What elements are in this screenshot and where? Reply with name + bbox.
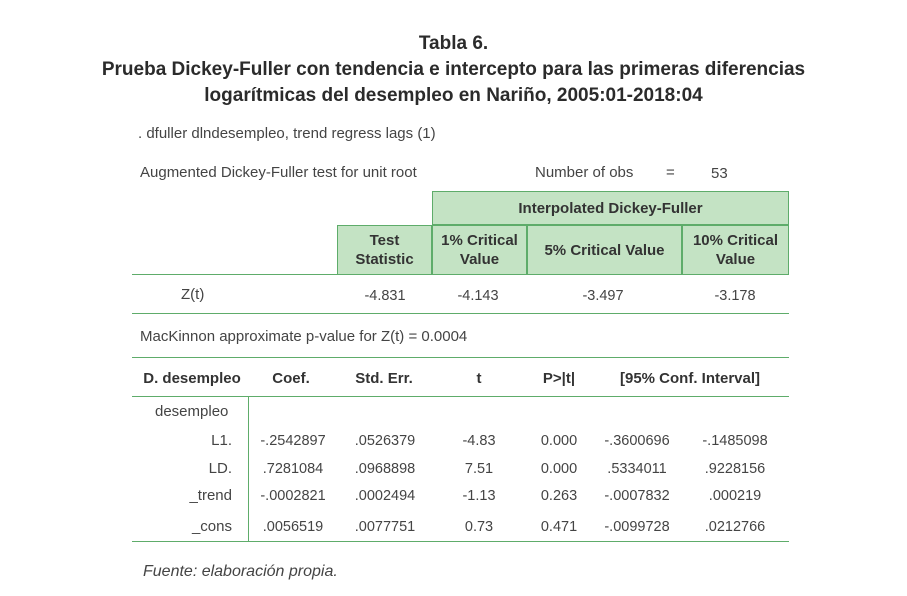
cell-ci-low: -.3600696	[604, 433, 670, 449]
zt-label: Z(t)	[181, 286, 205, 303]
header-cell-test-statistic	[337, 225, 432, 275]
reg-header-stderr: Std. Err.	[355, 370, 413, 387]
cell-t: 0.73	[464, 519, 494, 535]
cell-ci-low: -.0007832	[604, 488, 670, 504]
cell-ci-high: .9228156	[704, 461, 766, 477]
table-title-line-1: Prueba Dickey-Fuller con tendencia e int…	[101, 59, 806, 80]
row-label-ld: LD.	[208, 460, 232, 477]
cell-pvalue: 0.471	[540, 519, 578, 535]
cell-pvalue: 0.000	[540, 433, 578, 449]
reg-header-coef: Coef.	[272, 370, 310, 387]
cell-coef: -.0002821	[260, 488, 326, 504]
row-label-trend: _trend	[189, 487, 232, 504]
adf-bottom-rule	[132, 313, 789, 314]
row-label-l1: L1.	[211, 432, 232, 449]
obs-equals: =	[666, 164, 675, 181]
col-header-test-statistic: Test Statistic	[355, 232, 414, 268]
source-note: Fuente: elaboración propia.	[143, 563, 338, 580]
cell-stderr: .0968898	[354, 461, 416, 477]
reg-label-divider	[248, 397, 249, 541]
table-number: Tabla 6.	[418, 33, 489, 54]
col-header-5pct: 5% Critical Value	[544, 241, 665, 259]
cell-ci-low: .5334011	[607, 461, 667, 477]
test-heading: Augmented Dickey-Fuller test for unit ro…	[140, 164, 417, 181]
reg-header-dependent: D. desempleo	[143, 370, 241, 387]
zt-test-statistic: -4.831	[364, 288, 406, 304]
col-header-10pct: 10% Critical Value	[692, 232, 779, 268]
cell-stderr: .0002494	[354, 488, 416, 504]
group-header: Interpolated Dickey-Fuller	[518, 199, 703, 217]
cell-t: 7.51	[464, 461, 494, 477]
cell-ci-high: .000219	[708, 488, 762, 504]
zt-1pct: -4.143	[457, 288, 499, 304]
cell-pvalue: 0.263	[540, 488, 578, 504]
zt-5pct: -3.497	[582, 288, 624, 304]
reg-top-rule	[132, 357, 789, 358]
reg-header-rule	[132, 396, 789, 397]
reg-header-conf-interval: [95% Conf. Interval]	[619, 370, 761, 387]
reg-group-label: desempleo	[155, 403, 229, 420]
obs-label: Number of obs	[535, 164, 634, 181]
cell-coef: .0056519	[262, 519, 324, 535]
reg-bottom-rule	[132, 541, 789, 542]
col-header-1pct: 1% Critical Value	[441, 232, 518, 268]
header-cell-5pct	[527, 225, 682, 275]
cell-coef: -.2542897	[260, 433, 326, 449]
obs-value: 53	[711, 165, 728, 182]
cell-t: -4.83	[462, 433, 496, 449]
reg-header-t: t	[476, 370, 482, 387]
cell-ci-low: -.0099728	[604, 519, 670, 535]
cell-t: -1.13	[462, 488, 496, 504]
cell-stderr: .0077751	[354, 519, 416, 535]
reg-header-pvalue: P>|t|	[542, 370, 576, 387]
cell-pvalue: 0.000	[540, 461, 578, 477]
mackinnon-pvalue: MacKinnon approximate p-value for Z(t) =…	[140, 328, 468, 345]
cell-stderr: .0526379	[354, 433, 416, 449]
cell-coef: .7281084	[262, 461, 324, 477]
adf-header-rule	[132, 274, 789, 275]
table-title-line-2: logarítmicas del desempleo en Nariño, 20…	[204, 85, 703, 106]
stata-command: . dfuller dlndesempleo, trend regress la…	[138, 125, 436, 142]
row-label-cons: _cons	[191, 518, 232, 535]
cell-ci-high: -.1485098	[702, 433, 768, 449]
cell-ci-high: .0212766	[704, 519, 766, 535]
group-header-cell	[432, 191, 789, 225]
zt-10pct: -3.178	[714, 288, 756, 304]
